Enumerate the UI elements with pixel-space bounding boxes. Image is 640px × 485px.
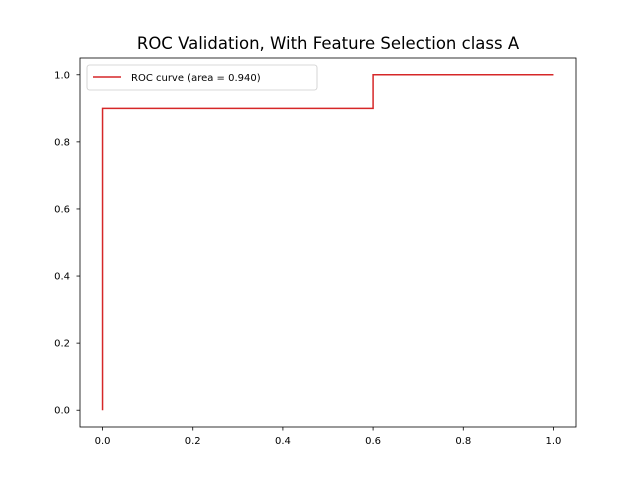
x-tick-label: 0.0 <box>95 436 111 447</box>
x-tick-label: 0.8 <box>455 436 471 447</box>
y-tick-label: 0.8 <box>54 137 70 148</box>
legend: ROC curve (area = 0.940) <box>86 64 318 91</box>
y-tick-label: 0.0 <box>54 406 70 417</box>
x-axis: 0.0 0.2 0.4 0.6 0.8 1.0 <box>95 427 562 447</box>
y-tick-label: 0.4 <box>54 272 70 283</box>
y-tick-label: 1.0 <box>54 70 70 81</box>
y-tick-label: 0.2 <box>54 339 70 350</box>
y-tick-label: 0.6 <box>54 204 70 215</box>
x-tick-label: 0.4 <box>275 436 291 447</box>
plot-frame <box>79 57 577 428</box>
legend-box <box>86 64 318 91</box>
x-tick-label: 1.0 <box>546 436 562 447</box>
series-layer <box>101 74 554 411</box>
legend-series-label: ROC curve (area = 0.940) <box>131 73 261 84</box>
roc-curve-line <box>101 74 554 411</box>
y-axis: 0.0 0.2 0.4 0.6 0.8 1.0 <box>54 70 80 417</box>
x-tick-label: 0.6 <box>365 436 381 447</box>
chart-title: ROC Validation, With Feature Selection c… <box>137 34 520 53</box>
x-tick-label: 0.2 <box>185 436 201 447</box>
